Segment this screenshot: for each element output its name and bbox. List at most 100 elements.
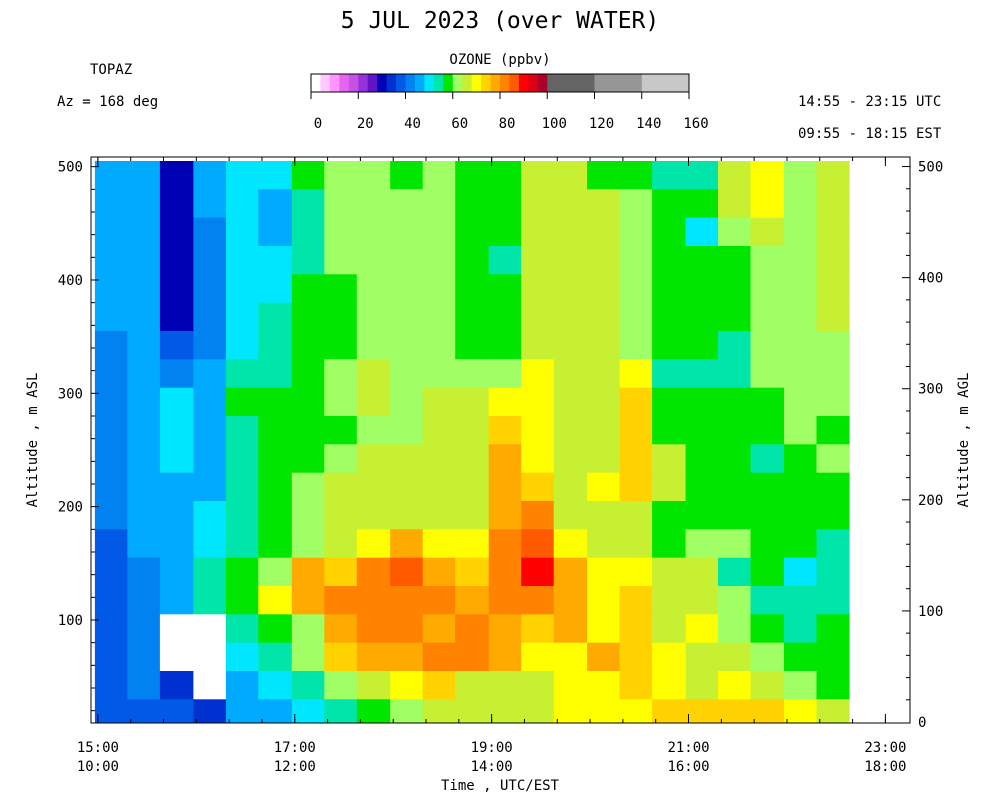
- heatmap-cell: [455, 189, 490, 219]
- heatmap-cell: [521, 387, 555, 417]
- heatmap-cell: [784, 161, 818, 190]
- heatmap-cell: [488, 444, 522, 474]
- heatmap-cell: [816, 359, 850, 389]
- heatmap-cell: [750, 189, 785, 219]
- heatmap-cell: [750, 529, 785, 559]
- heatmap-cell: [455, 161, 490, 190]
- heatmap-cell: [127, 586, 161, 615]
- heatmap-cell: [619, 217, 653, 247]
- heatmap-cell: [159, 699, 194, 723]
- heatmap-cell: [258, 557, 293, 587]
- heatmap-cell: [193, 302, 227, 332]
- heatmap-cell: [127, 217, 161, 247]
- heatmap-cell: [159, 217, 194, 247]
- heatmap-cell: [784, 217, 818, 247]
- colorbar: 0 20 40 60 80 100 120 140 160: [310, 73, 709, 132]
- plot-frame: [90, 156, 911, 724]
- heatmap-cell: [685, 614, 719, 644]
- heatmap-cell: [816, 557, 850, 587]
- heatmap-cell: [422, 586, 456, 615]
- heatmap-cell: [258, 189, 293, 219]
- colorbar-swatch: [348, 74, 359, 92]
- heatmap-cell: [94, 699, 128, 723]
- heatmap-cell: [390, 699, 424, 723]
- heatmap-cell: [587, 529, 621, 559]
- heatmap-cell: [718, 586, 752, 615]
- heatmap-cell: [291, 274, 325, 304]
- heatmap-cell: [390, 302, 424, 332]
- heatmap-cell: [685, 189, 719, 219]
- heatmap-cell: [356, 642, 391, 672]
- heatmap-cell: [488, 161, 522, 190]
- heatmap-cell: [816, 614, 850, 644]
- heatmap-cell: [619, 161, 653, 190]
- y-axis-label-right: Altitude , m AGL: [956, 373, 972, 508]
- instrument-label: TOPAZ: [90, 62, 133, 78]
- heatmap-cell: [390, 217, 424, 247]
- heatmap-cell: [127, 501, 161, 530]
- heatmap-cell: [718, 274, 752, 304]
- heatmap-cell: [356, 699, 391, 723]
- heatmap-cell: [356, 217, 391, 247]
- heatmap-cell: [521, 501, 555, 530]
- heatmap-cell: [455, 416, 490, 445]
- heatmap-cell: [193, 387, 227, 417]
- heatmap-cell: [291, 246, 325, 275]
- colorbar-swatch: [490, 74, 501, 92]
- heatmap-cell: [159, 557, 194, 587]
- heatmap-cell: [553, 217, 588, 247]
- heatmap-cell: [127, 189, 161, 219]
- heatmap-cell: [784, 557, 818, 587]
- heatmap-cell: [619, 671, 653, 700]
- heatmap-cell: [324, 161, 358, 190]
- heatmap-cell: [521, 189, 555, 219]
- heatmap-cell: [816, 444, 850, 474]
- heatmap-cell: [488, 189, 522, 219]
- heatmap-cell: [619, 614, 653, 644]
- heatmap-cell: [587, 416, 621, 445]
- colorbar-swatch: [443, 74, 454, 92]
- heatmap-cell: [94, 359, 128, 389]
- heatmap-cell: [685, 331, 719, 360]
- heatmap-cell: [225, 529, 259, 559]
- heatmap-cell: [390, 387, 424, 417]
- heatmap-cell: [94, 586, 128, 615]
- heatmap-cell: [193, 331, 227, 360]
- heatmap-cell: [488, 501, 522, 530]
- heatmap-cell: [718, 699, 752, 723]
- heatmap-cell: [225, 614, 259, 644]
- colorbar-tick-label: 60: [451, 116, 468, 132]
- heatmap-cell: [390, 642, 424, 672]
- heatmap-cell: [750, 161, 785, 190]
- heatmap-cell: [619, 501, 653, 530]
- heatmap-cell: [521, 359, 555, 389]
- heatmap-cell: [619, 416, 653, 445]
- heatmap-cell: [356, 274, 391, 304]
- heatmap-cell: [159, 274, 194, 304]
- heatmap-cell: [587, 387, 621, 417]
- y-right-tick-label: 300: [918, 382, 943, 398]
- heatmap-cell: [193, 161, 227, 190]
- heatmap-cell: [553, 331, 588, 360]
- heatmap-cell: [784, 359, 818, 389]
- colorbar-swatch: [471, 74, 482, 92]
- heatmap-cell: [619, 586, 653, 615]
- heatmap-cell: [422, 699, 456, 723]
- heatmap-cell: [258, 161, 293, 190]
- heatmap-cell: [193, 359, 227, 389]
- colorbar-swatch: [377, 74, 387, 92]
- chart-title: 5 JUL 2023 (over WATER): [340, 8, 660, 34]
- heatmap-cell: [553, 359, 588, 389]
- heatmap-cell: [127, 614, 161, 644]
- heatmap-cell: [193, 671, 227, 700]
- heatmap-cell: [225, 359, 259, 389]
- x-axis-label: Time , UTC/EST: [440, 778, 559, 794]
- heatmap-cell: [291, 501, 325, 530]
- heatmap-cell: [652, 302, 687, 332]
- heatmap-cell: [291, 359, 325, 389]
- y-right-tick-label: 0: [918, 715, 926, 731]
- heatmap-cell: [193, 529, 227, 559]
- heatmap-cell: [356, 302, 391, 332]
- heatmap-cell: [718, 557, 752, 587]
- heatmap-cell: [784, 614, 818, 644]
